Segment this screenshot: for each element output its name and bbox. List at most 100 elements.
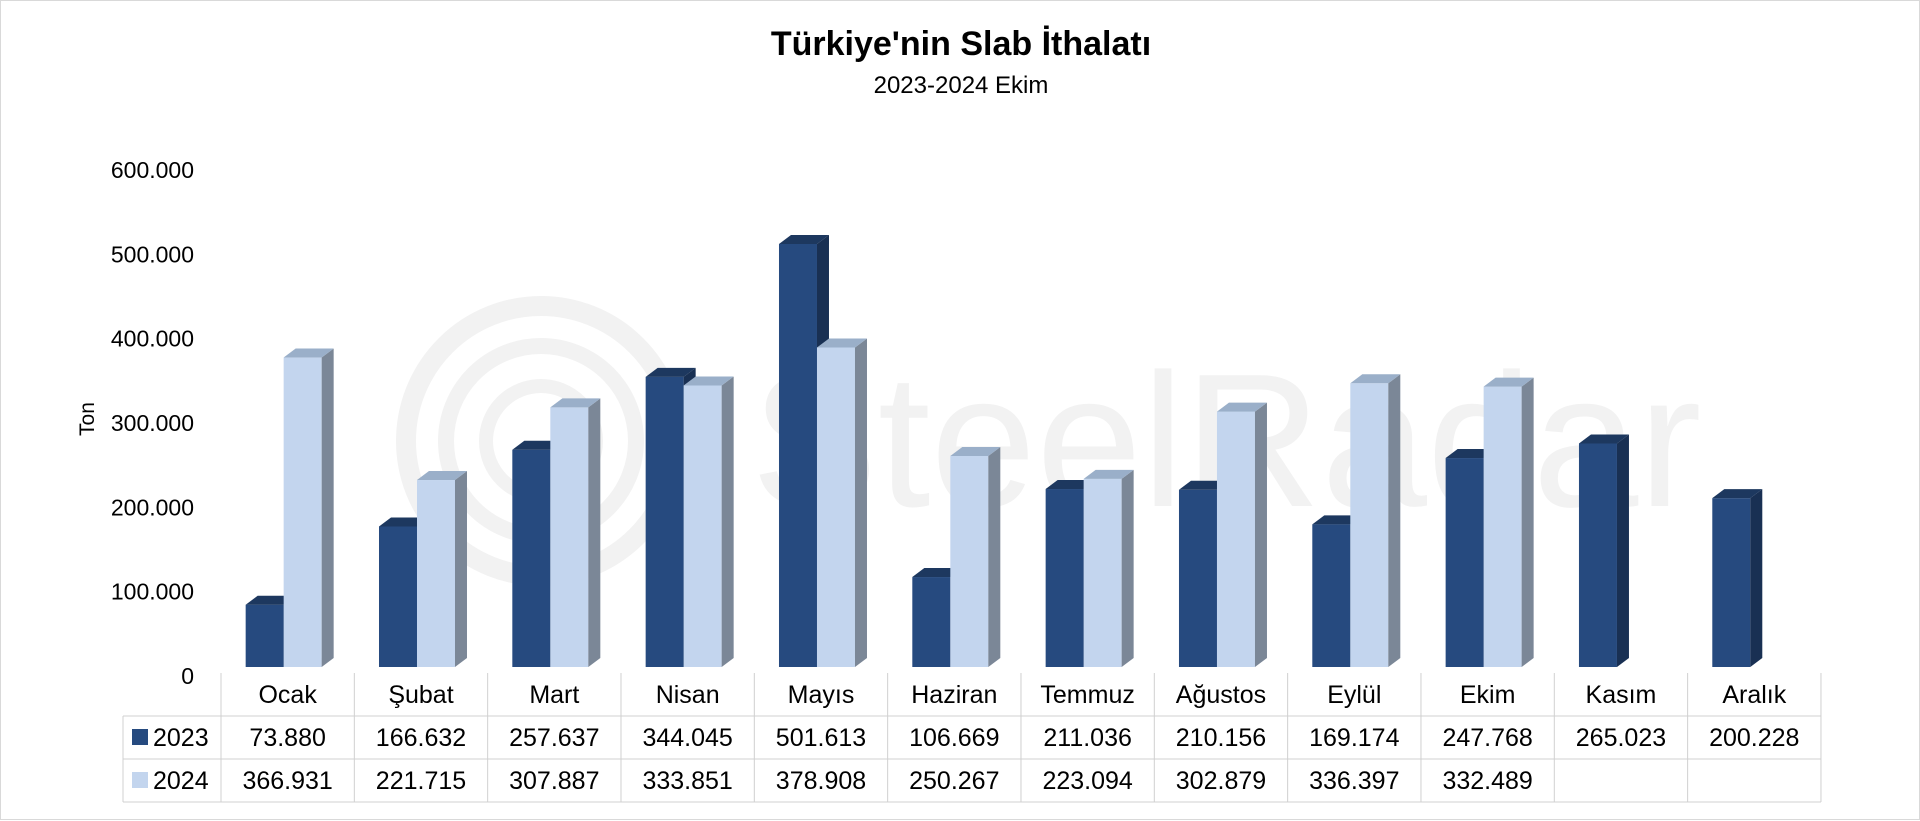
category-label: Nisan bbox=[656, 681, 720, 709]
bar-2024-6 bbox=[1083, 469, 1134, 667]
bar-2024-4 bbox=[816, 338, 867, 667]
bar-2024-0 bbox=[283, 348, 334, 667]
data-cell: 378.908 bbox=[776, 767, 866, 795]
category-label: Aralık bbox=[1722, 681, 1786, 709]
data-cell: 221.715 bbox=[376, 767, 466, 795]
bar-front bbox=[550, 407, 589, 667]
bar-top bbox=[1312, 515, 1363, 525]
bar-top bbox=[950, 446, 1001, 456]
category-label: Ocak bbox=[258, 681, 317, 709]
bar-2023-11 bbox=[1712, 489, 1763, 667]
category-label: Ekim bbox=[1460, 681, 1516, 709]
data-cell: 169.174 bbox=[1309, 724, 1399, 752]
bar-top bbox=[378, 517, 429, 527]
data-cell: 247.768 bbox=[1442, 724, 1532, 752]
bar-top bbox=[645, 367, 696, 377]
bar-top bbox=[778, 234, 829, 244]
bar-top bbox=[1178, 480, 1229, 490]
bar-side bbox=[588, 398, 601, 667]
bar-top bbox=[683, 376, 734, 386]
bar-front bbox=[683, 385, 722, 667]
bar-front bbox=[950, 455, 989, 667]
bar-2024-8 bbox=[1350, 374, 1401, 667]
bar-side bbox=[1616, 434, 1629, 667]
bar-front bbox=[1445, 458, 1484, 667]
y-tick-label: 500.000 bbox=[111, 241, 194, 267]
legend-label: 2024 bbox=[153, 767, 209, 795]
bar-top bbox=[1578, 434, 1629, 444]
chart-subtitle: 2023-2024 Ekim bbox=[874, 72, 1049, 99]
y-axis-ticks: 0 100.000 200.000 300.000 400.000 500.000 600.… bbox=[111, 157, 194, 689]
legend-swatch bbox=[132, 772, 148, 788]
category-label: Ağustos bbox=[1176, 681, 1266, 709]
bar-side bbox=[721, 376, 734, 667]
data-cell: 257.637 bbox=[509, 724, 599, 752]
bar-front bbox=[645, 376, 684, 667]
bar-side bbox=[854, 338, 867, 667]
y-axis-label: Ton bbox=[76, 402, 99, 436]
bar-top bbox=[1083, 469, 1134, 479]
data-cell: 223.094 bbox=[1042, 767, 1132, 795]
bars bbox=[245, 234, 1763, 668]
data-cell: 210.156 bbox=[1176, 724, 1266, 752]
bar-front bbox=[1483, 386, 1522, 667]
bar-side bbox=[988, 446, 1001, 667]
bar-front bbox=[778, 243, 817, 668]
bar-2024-1 bbox=[416, 471, 467, 667]
bar-top bbox=[1712, 489, 1763, 499]
bar-top bbox=[1045, 480, 1096, 490]
bar-top bbox=[912, 568, 963, 578]
bar-front bbox=[416, 480, 455, 667]
bar-top bbox=[1445, 449, 1496, 459]
bar-front bbox=[283, 357, 322, 667]
data-cell: 336.397 bbox=[1309, 767, 1399, 795]
data-cell: 302.879 bbox=[1176, 767, 1266, 795]
bar-side bbox=[454, 471, 467, 667]
bar-front bbox=[1712, 498, 1751, 667]
bar-front bbox=[512, 449, 551, 667]
bar-top bbox=[512, 440, 563, 450]
y-tick-label: 400.000 bbox=[111, 326, 194, 352]
category-label: Haziran bbox=[911, 681, 997, 709]
data-cell: 166.632 bbox=[376, 724, 466, 752]
y-tick-label: 0 bbox=[181, 663, 194, 689]
bar-front bbox=[1083, 478, 1122, 667]
bar-side bbox=[1254, 402, 1267, 667]
data-cell: 344.045 bbox=[642, 724, 732, 752]
bar-2023-10 bbox=[1578, 434, 1629, 667]
bar-front bbox=[378, 526, 417, 667]
bar-2024-7 bbox=[1216, 402, 1267, 667]
bar-top bbox=[1483, 377, 1534, 387]
data-cell: 366.931 bbox=[242, 767, 332, 795]
bar-front bbox=[1578, 443, 1617, 667]
bar-top bbox=[245, 595, 296, 605]
bar-side bbox=[1121, 469, 1134, 667]
bar-front bbox=[1216, 411, 1255, 667]
bar-front bbox=[1178, 489, 1217, 667]
data-table: Ocak Şubat Mart Nisan Mayıs Haziran Temmuz Ağus… bbox=[122, 673, 1822, 803]
y-tick-label: 600.000 bbox=[111, 157, 194, 183]
bar-top bbox=[550, 398, 601, 408]
data-cell: 332.489 bbox=[1442, 767, 1532, 795]
bar-side bbox=[321, 348, 334, 667]
data-cell: 265.023 bbox=[1576, 724, 1666, 752]
bar-2024-5 bbox=[950, 446, 1001, 667]
category-label: Kasım bbox=[1586, 681, 1657, 709]
bar-front bbox=[1350, 383, 1389, 667]
legend-label: 2023 bbox=[153, 724, 209, 752]
data-cell: 106.669 bbox=[909, 724, 999, 752]
category-label: Eylül bbox=[1327, 681, 1381, 709]
data-cell: 307.887 bbox=[509, 767, 599, 795]
bar-top bbox=[1350, 374, 1401, 384]
bar-top bbox=[283, 348, 334, 358]
bar-side bbox=[1388, 374, 1401, 667]
bar-2024-3 bbox=[683, 376, 734, 667]
data-cell: 250.267 bbox=[909, 767, 999, 795]
data-cell: 501.613 bbox=[776, 724, 866, 752]
legend-swatch bbox=[132, 729, 148, 745]
category-label: Mayıs bbox=[788, 681, 855, 709]
data-cell: 211.036 bbox=[1043, 724, 1132, 752]
bar-front bbox=[912, 577, 951, 667]
bar-top bbox=[816, 338, 867, 348]
